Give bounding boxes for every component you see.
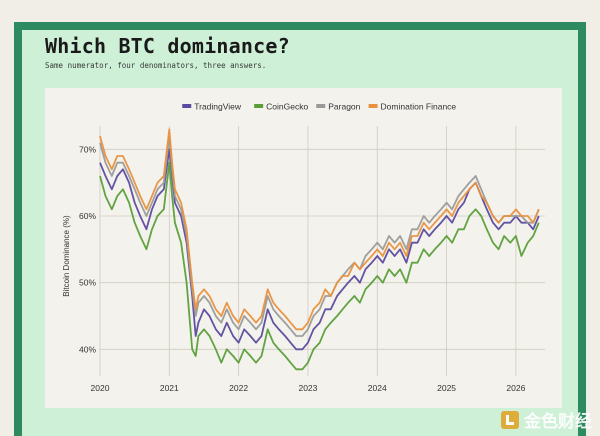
- page-title: Which BTC dominance?: [45, 34, 290, 58]
- y-tick-label: 60%: [79, 211, 96, 221]
- watermark-logo-icon: [501, 410, 519, 429]
- x-tick-label: 2022: [229, 383, 248, 393]
- legend-swatch: [254, 104, 264, 108]
- x-tick-label: 2024: [368, 383, 387, 393]
- x-tick-label: 2026: [506, 383, 525, 393]
- y-tick-label: 40%: [79, 344, 96, 354]
- watermark: 金色财经: [501, 407, 592, 432]
- series-line-coingecko: [99, 161, 540, 371]
- card: Which BTC dominance? Same numerator, fou…: [22, 30, 578, 436]
- series-line-domination-finance: [99, 128, 540, 331]
- chart-panel: 40% 50% 60% 70% 2020 2021 2022 2023 2024 2025 2026…: [45, 88, 562, 408]
- legend-swatch: [316, 104, 326, 108]
- x-tick-label: 2021: [160, 383, 179, 393]
- card-frame: Which BTC dominance? Same numerator, fou…: [14, 22, 586, 436]
- legend-label: Paragon: [328, 102, 360, 112]
- y-axis-label: Bitcoin Dominance (%): [62, 215, 71, 297]
- x-tick-label: 2020: [91, 383, 110, 393]
- x-tick-label: 2025: [437, 383, 456, 393]
- watermark-text: 金色财经: [524, 412, 592, 432]
- legend-swatch: [368, 104, 378, 108]
- legend-swatch: [182, 104, 192, 108]
- page-subtitle: Same numerator, four denominators, three…: [45, 61, 267, 70]
- legend-label: TradingView: [194, 102, 242, 112]
- y-tick-label: 50%: [79, 278, 96, 288]
- legend-label: Domination Finance: [381, 102, 457, 112]
- line-chart: 40% 50% 60% 70% 2020 2021 2022 2023 2024 2025 2026…: [62, 102, 545, 393]
- y-tick-label: 70%: [79, 144, 96, 154]
- x-tick-label: 2023: [298, 383, 317, 393]
- legend-label: CoinGecko: [266, 102, 308, 112]
